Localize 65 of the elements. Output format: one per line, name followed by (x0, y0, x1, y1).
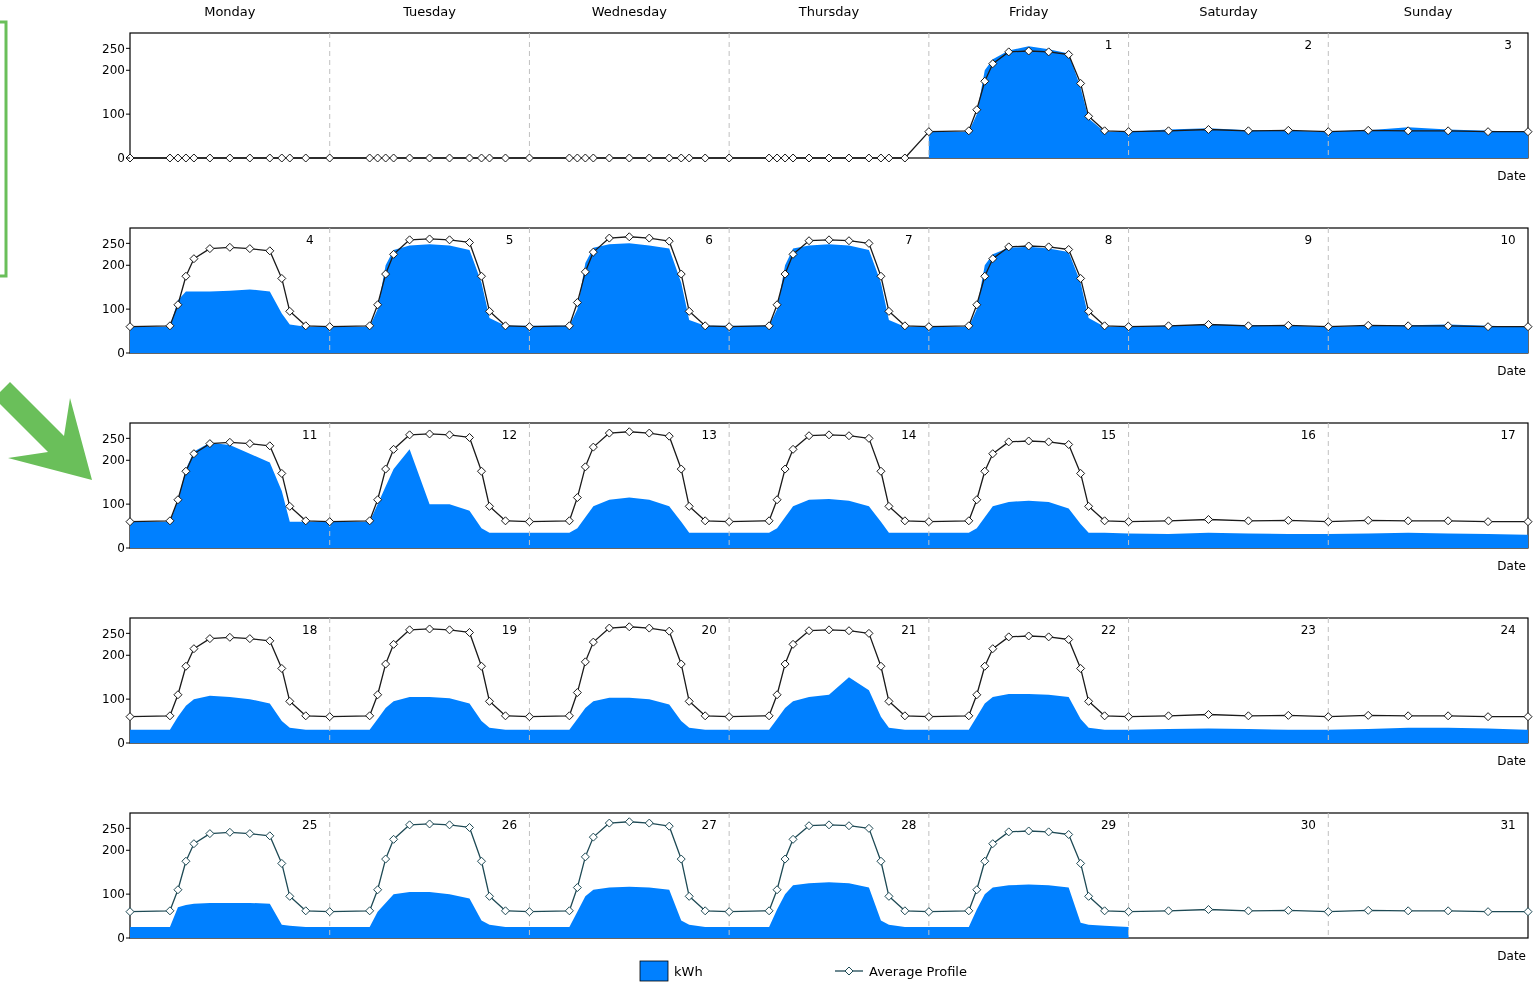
x-tick-label: 4 (305, 233, 314, 247)
y-tick-label: 200 (102, 648, 125, 663)
x-tick-label: 25 (302, 818, 318, 832)
x-axis-title: Date (1497, 754, 1526, 768)
x-tick-label: 18 (302, 623, 318, 637)
y-tick-label: 0 (117, 931, 125, 946)
y-tick-label: 200 (102, 843, 125, 858)
x-tick-label: 30 (1300, 818, 1316, 832)
text: Friday (1009, 4, 1049, 19)
x-tick-label: 20 (701, 623, 717, 637)
x-tick-label: 6 (705, 233, 713, 247)
x-tick-label: 9 (1304, 233, 1313, 247)
x-axis-title: Date (1497, 169, 1526, 183)
x-tick-label: 7 (905, 233, 913, 247)
y-tick-label: 250 (102, 626, 125, 641)
y-tick-label: 250 (102, 236, 125, 251)
x-tick-label: 12 (501, 428, 518, 442)
x-tick-label: 16 (1300, 428, 1316, 442)
y-tick-label: 0 (117, 541, 125, 556)
x-tick-label: 1 (1104, 38, 1113, 52)
x-tick-label: 26 (501, 818, 518, 832)
text: Monday (204, 4, 256, 19)
text: Wednesday (591, 4, 668, 19)
text: Saturday (1199, 4, 1259, 19)
y-tick-label: 100 (102, 107, 125, 122)
x-tick-label: 27 (701, 818, 717, 832)
y-tick-label: 0 (117, 736, 125, 751)
x-tick-label: 5 (505, 233, 514, 247)
y-tick-label: 200 (102, 63, 125, 78)
x-tick-label: 2 (1304, 38, 1313, 52)
y-tick-label: 200 (102, 453, 125, 468)
x-tick-label: 10 (1500, 233, 1516, 247)
x-tick-label: 14 (901, 428, 917, 442)
x-tick-label: 3 (1504, 38, 1512, 52)
legend-label: kWh (674, 963, 703, 979)
x-axis-title: Date (1497, 949, 1526, 963)
x-tick-label: 11 (302, 428, 318, 442)
x-tick-label: 8 (1104, 233, 1113, 247)
x-tick-label: 23 (1300, 623, 1316, 637)
y-tick-label: 250 (102, 821, 125, 836)
x-axis-title: Date (1497, 364, 1526, 378)
y-tick-label: 250 (102, 41, 125, 56)
x-tick-label: 19 (501, 623, 518, 637)
x-tick-label: 24 (1500, 623, 1516, 637)
x-tick-label: 29 (1100, 818, 1117, 832)
y-tick-label: 100 (102, 497, 125, 512)
x-tick-label: 17 (1500, 428, 1516, 442)
x-tick-label: 13 (701, 428, 717, 442)
x-tick-label: 22 (1100, 623, 1117, 637)
y-tick-label: 0 (117, 346, 125, 361)
y-tick-label: 0 (117, 151, 125, 166)
text: Tuesday (402, 4, 457, 19)
y-tick-label: 100 (102, 302, 125, 317)
x-tick-label: 31 (1500, 818, 1516, 832)
x-tick-label: 15 (1100, 428, 1117, 442)
x-tick-label: 28 (901, 818, 917, 832)
y-tick-label: 200 (102, 258, 125, 273)
x-tick-label: 21 (901, 623, 917, 637)
text: Thursday (797, 4, 860, 19)
legend-label: Average Profile (869, 963, 967, 979)
y-tick-label: 100 (102, 692, 125, 707)
y-tick-label: 100 (102, 887, 125, 902)
text: Sunday (1403, 4, 1453, 19)
y-tick-label: 250 (102, 431, 125, 446)
x-axis-title: Date (1497, 559, 1526, 573)
